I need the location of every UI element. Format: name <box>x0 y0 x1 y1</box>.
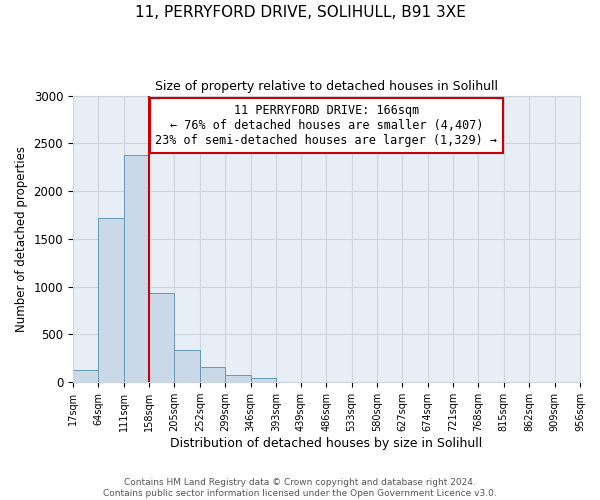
Bar <box>175 350 200 382</box>
X-axis label: Distribution of detached houses by size in Solihull: Distribution of detached houses by size … <box>170 437 482 450</box>
Title: Size of property relative to detached houses in Solihull: Size of property relative to detached ho… <box>155 80 498 93</box>
Bar <box>149 294 175 382</box>
Bar <box>73 370 98 382</box>
Text: Contains HM Land Registry data © Crown copyright and database right 2024.
Contai: Contains HM Land Registry data © Crown c… <box>103 478 497 498</box>
Text: 11 PERRYFORD DRIVE: 166sqm
← 76% of detached houses are smaller (4,407)
23% of s: 11 PERRYFORD DRIVE: 166sqm ← 76% of deta… <box>155 104 497 147</box>
Bar <box>124 156 149 382</box>
Bar <box>200 368 225 382</box>
Bar <box>251 378 276 382</box>
Y-axis label: Number of detached properties: Number of detached properties <box>15 146 28 332</box>
Text: 11, PERRYFORD DRIVE, SOLIHULL, B91 3XE: 11, PERRYFORD DRIVE, SOLIHULL, B91 3XE <box>134 5 466 20</box>
Bar <box>98 218 124 382</box>
Bar <box>225 374 251 382</box>
